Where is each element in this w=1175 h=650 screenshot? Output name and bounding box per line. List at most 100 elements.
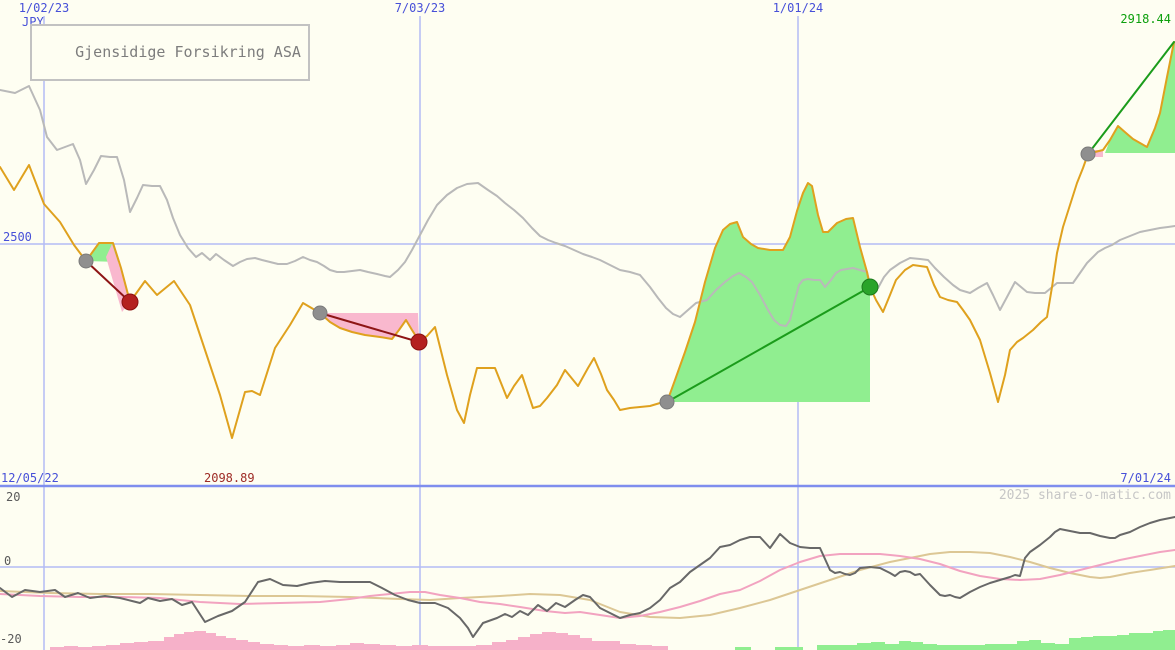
histogram-bar-up <box>1141 633 1153 650</box>
histogram-bar-down <box>92 646 106 650</box>
histogram-bar-down <box>50 647 64 650</box>
histogram-bar-up <box>1105 636 1117 650</box>
histogram-bar-down <box>460 646 476 650</box>
histogram-bar-down <box>530 634 542 650</box>
indicator-tick-minus20: -20 <box>0 632 22 646</box>
pivot-dot-gray <box>1080 146 1096 162</box>
indicator-line-pink <box>0 549 1175 619</box>
chart-title-box: Gjensidige Forsikring ASA <box>30 24 310 81</box>
gain-fill-big <box>667 183 870 402</box>
histogram-bar-up <box>871 642 885 650</box>
histogram-bar-down <box>134 642 148 650</box>
histogram-bar-down <box>542 632 556 650</box>
histogram-bar-down <box>652 646 668 650</box>
axis-bottom-date-right: 7/01/24 <box>1120 471 1171 485</box>
histogram-bar-down <box>320 646 336 650</box>
histogram-bar-down <box>556 633 568 650</box>
indicator-line-tan <box>0 551 1175 619</box>
indicator-line-gray <box>0 516 1175 638</box>
chart-title: Gjensidige Forsikring ASA <box>75 43 301 61</box>
histogram-bar-down <box>184 632 194 650</box>
histogram-bar-down <box>78 647 92 650</box>
histogram-bar-down <box>350 643 364 650</box>
histogram-bar-down <box>248 642 260 650</box>
histogram-bar-down <box>580 638 592 650</box>
histogram-bar-down <box>492 642 506 650</box>
histogram-bar-up <box>1017 641 1029 650</box>
histogram-bar-up <box>1163 630 1175 650</box>
histogram-bar-down <box>428 646 444 650</box>
axis-bottom-date-left: 12/05/22 <box>1 471 59 485</box>
axis-top-date-1: 1/02/23 <box>18 1 70 15</box>
histogram-bar-up <box>969 645 985 650</box>
histogram-bar-up <box>899 641 911 650</box>
pivot-dot-gray <box>312 305 328 321</box>
price-line <box>0 41 1175 439</box>
histogram-bar-up <box>1069 638 1081 650</box>
trend-line-green-1 <box>666 286 871 403</box>
loss-fill-1 <box>106 244 131 312</box>
pivot-dot-red <box>410 333 428 351</box>
histogram-bar-down <box>64 646 78 650</box>
last-price-label: 2918.44 <box>1120 12 1171 26</box>
histogram-bar-down <box>260 644 274 650</box>
pivot-dot-green <box>861 278 879 296</box>
histogram-bar-down <box>396 646 412 650</box>
pivot-dot-red <box>121 293 139 311</box>
histogram-bar-down <box>226 638 236 650</box>
histogram-bar-up <box>1029 640 1041 650</box>
trend-line-red-2 <box>319 312 420 343</box>
histogram-bar-down <box>274 645 288 650</box>
histogram-bar-up <box>1041 643 1055 650</box>
histogram-bar-up <box>837 645 857 650</box>
histogram-bar-down <box>216 636 226 650</box>
histogram-bar-up <box>885 644 899 650</box>
histogram-bar-down <box>106 645 120 650</box>
histogram-bar-down <box>236 640 248 650</box>
histogram-bar-down <box>620 644 636 650</box>
histogram-bar-down <box>592 641 606 650</box>
histogram-bar-down <box>336 645 350 650</box>
pivot-dot-gray <box>659 394 675 410</box>
histogram-bar-up <box>985 644 1001 650</box>
histogram-bar-down <box>120 643 134 650</box>
price-gridline-label: 2500 <box>3 230 32 244</box>
histogram-bar-down <box>174 634 184 650</box>
histogram-bar-up <box>1081 637 1093 650</box>
histogram-bar-up <box>735 647 751 650</box>
histogram-bar-up <box>1001 644 1017 650</box>
histogram-bar-down <box>518 637 530 650</box>
histogram-bar-down <box>568 635 580 650</box>
indicator-tick-20: 20 <box>6 490 21 504</box>
histogram-bar-down <box>164 637 174 650</box>
histogram-bar-down <box>636 645 652 650</box>
histogram-bar-down <box>606 641 620 650</box>
trend-line-red-1 <box>85 260 131 303</box>
histogram-bar-down <box>476 645 492 650</box>
axis-top-date-3: 1/01/24 <box>772 1 824 15</box>
histogram-bar-down <box>506 640 518 650</box>
histogram-bar-up <box>1153 631 1163 650</box>
histogram-bar-down <box>412 645 428 650</box>
indicator-tick-0: 0 <box>4 554 12 568</box>
histogram-bar-down <box>288 646 304 650</box>
histogram-bar-down <box>304 645 320 650</box>
histogram-bar-down <box>364 644 380 650</box>
histogram-bar-up <box>1093 636 1105 650</box>
histogram-bar-down <box>444 646 460 650</box>
histogram-bar-up <box>817 645 837 650</box>
min-price-label: 2098.89 <box>204 471 255 485</box>
watermark: 2025 share-o-matic.com <box>998 488 1171 503</box>
axis-top-date-2: 7/03/23 <box>394 1 446 15</box>
benchmark-line <box>0 85 1175 327</box>
histogram-bar-up <box>1117 635 1129 650</box>
histogram-bar-down <box>206 633 216 650</box>
histogram-bar-down <box>148 641 164 650</box>
histogram-bar-down <box>380 645 396 650</box>
histogram-bar-up <box>911 642 923 650</box>
histogram-bar-up <box>1055 644 1069 650</box>
histogram-bar-up <box>1129 633 1141 650</box>
histogram-bar-up <box>953 645 969 650</box>
